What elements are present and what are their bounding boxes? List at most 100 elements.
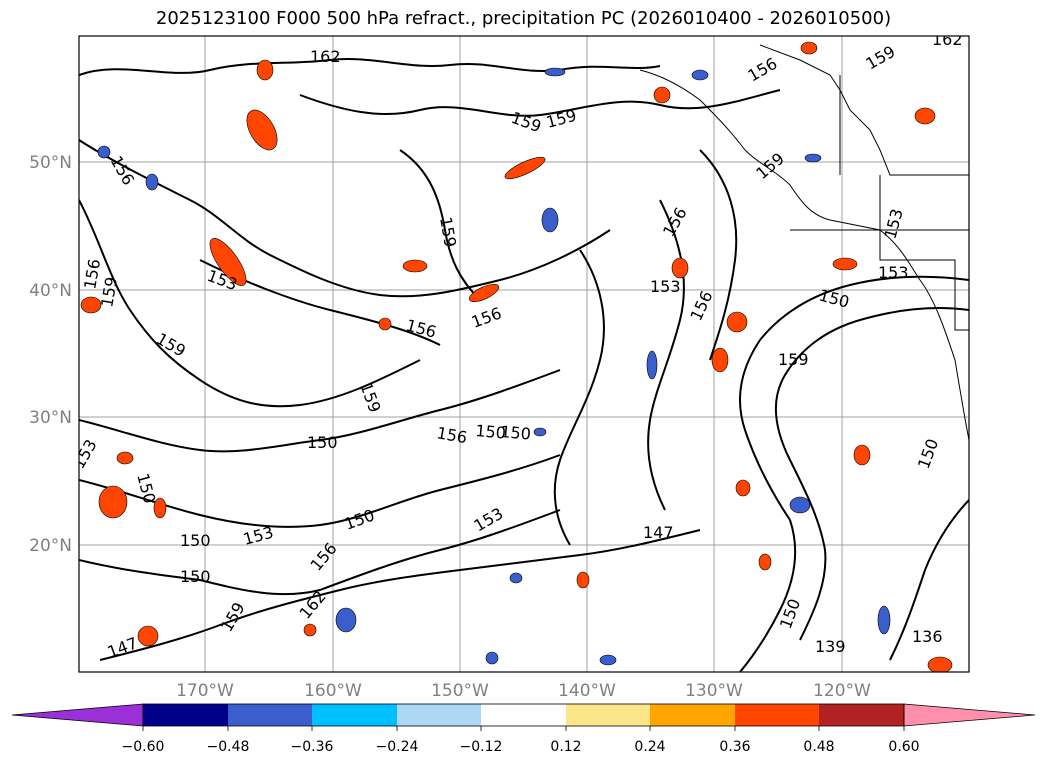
precip-negative bbox=[509, 572, 523, 584]
colorbar-segment bbox=[481, 704, 566, 726]
precip-positive bbox=[671, 257, 689, 279]
contour-line bbox=[699, 149, 738, 361]
coastlines bbox=[639, 44, 969, 441]
precip-positive bbox=[303, 623, 317, 637]
colorbar-tick-label: −0.12 bbox=[460, 739, 503, 755]
precip-negative bbox=[541, 207, 559, 233]
contour-line bbox=[774, 307, 969, 641]
precip-positive bbox=[209, 238, 247, 286]
colorbar-segment bbox=[819, 704, 904, 726]
precip-negative bbox=[646, 350, 658, 380]
contour-label: 162 bbox=[310, 47, 341, 66]
contour-label: 150 bbox=[180, 567, 211, 586]
precip-positive bbox=[853, 444, 871, 466]
colorbar-segment bbox=[650, 704, 735, 726]
lat-label-30n: 30°N bbox=[29, 408, 72, 428]
plot-frame bbox=[78, 35, 970, 673]
colorbar: −0.60 −0.48 −0.36 −0.24 −0.12 0.12 0.24 … bbox=[11, 703, 1036, 755]
alaska-canada-border bbox=[759, 44, 969, 176]
contour-line bbox=[79, 369, 561, 453]
colorbar-tick-label: −0.24 bbox=[376, 739, 419, 755]
precip-positive bbox=[914, 107, 936, 125]
contour-label: 162 bbox=[932, 30, 963, 49]
precip-positive bbox=[832, 257, 858, 271]
contour-label: 147 bbox=[643, 523, 674, 542]
contour-label: 153 bbox=[650, 277, 681, 296]
precip-positive bbox=[726, 311, 748, 333]
precip-positive bbox=[653, 86, 671, 104]
precip-positive bbox=[80, 296, 102, 314]
precip-negative bbox=[97, 145, 111, 159]
precip-positive bbox=[711, 347, 729, 373]
contour-label: 153 bbox=[878, 263, 909, 282]
precip-positive bbox=[137, 625, 159, 647]
longitude-axis: 170°W 160°W 150°W 140°W 130°W 120°W bbox=[176, 681, 871, 701]
lon-label-150w: 150°W bbox=[431, 681, 489, 701]
lon-label-130w: 130°W bbox=[685, 681, 743, 701]
precip-positive bbox=[153, 497, 167, 519]
precip-negative bbox=[599, 654, 617, 666]
colorbar-tick-label: 0.48 bbox=[803, 739, 834, 755]
lon-label-140w: 140°W bbox=[558, 681, 616, 701]
colorbar-segment bbox=[312, 704, 397, 726]
colorbar-frame bbox=[142, 703, 905, 727]
us-state-border bbox=[879, 175, 969, 331]
precipitation-patches bbox=[80, 41, 953, 672]
contour-line bbox=[889, 499, 969, 661]
contour-line bbox=[399, 149, 481, 301]
precip-positive bbox=[246, 109, 278, 151]
colorbar-tick-label: 0.60 bbox=[888, 739, 919, 755]
colorbar-tick-label: −0.48 bbox=[207, 739, 250, 755]
plot-area bbox=[79, 36, 969, 672]
lat-label-50n: 50°N bbox=[29, 153, 72, 173]
precip-positive bbox=[98, 485, 128, 519]
contour-label: 139 bbox=[815, 637, 846, 656]
precip-negative bbox=[544, 67, 566, 77]
contour-label: 136 bbox=[912, 627, 943, 646]
contour-label: 150 bbox=[500, 422, 532, 444]
contour-label: 150 bbox=[307, 433, 338, 452]
colorbar-segment bbox=[143, 704, 228, 726]
contour-line bbox=[647, 199, 685, 511]
colorbar-segment bbox=[228, 704, 312, 726]
lon-label-160w: 160°W bbox=[304, 681, 362, 701]
precip-negative bbox=[877, 605, 891, 635]
contour-line bbox=[553, 249, 605, 546]
lon-label-120w: 120°W bbox=[813, 681, 871, 701]
colorbar-tick-label: 0.36 bbox=[719, 739, 750, 755]
precip-negative bbox=[533, 427, 547, 437]
contour-label: 159 bbox=[778, 350, 809, 369]
latitude-axis: 50°N 40°N 30°N 20°N bbox=[29, 153, 72, 556]
precip-negative bbox=[789, 496, 811, 514]
lat-label-20n: 20°N bbox=[29, 536, 72, 556]
precip-negative bbox=[804, 153, 822, 163]
contour-line bbox=[79, 139, 611, 298]
colorbar-tick-label: −0.36 bbox=[291, 739, 334, 755]
precip-positive bbox=[378, 317, 392, 331]
contour-line bbox=[299, 89, 781, 117]
contour-line bbox=[79, 57, 661, 76]
precip-negative bbox=[691, 69, 709, 81]
precip-positive bbox=[256, 59, 274, 81]
colorbar-segment bbox=[397, 704, 481, 726]
precip-positive bbox=[927, 656, 953, 672]
precip-negative bbox=[145, 173, 159, 191]
colorbar-tick-marks bbox=[142, 726, 905, 731]
precip-positive bbox=[735, 479, 751, 497]
precip-positive bbox=[800, 41, 818, 55]
contour-label: 150 bbox=[475, 421, 507, 443]
colorbar-tick-label: 0.12 bbox=[550, 739, 581, 755]
contour-line bbox=[79, 199, 421, 408]
contour-line bbox=[739, 275, 969, 672]
colorbar-tick-label: 0.24 bbox=[634, 739, 665, 755]
precip-negative bbox=[335, 607, 357, 633]
map-title: 2025123100 F000 500 hPa refract., precip… bbox=[155, 8, 892, 29]
precip-positive bbox=[468, 284, 500, 302]
precip-positive bbox=[576, 571, 590, 589]
lon-label-170w: 170°W bbox=[176, 681, 234, 701]
colorbar-extend-high bbox=[903, 703, 1036, 727]
precip-positive bbox=[116, 451, 134, 465]
contour-line bbox=[79, 509, 561, 596]
colorbar-tick-label: −0.60 bbox=[122, 739, 165, 755]
